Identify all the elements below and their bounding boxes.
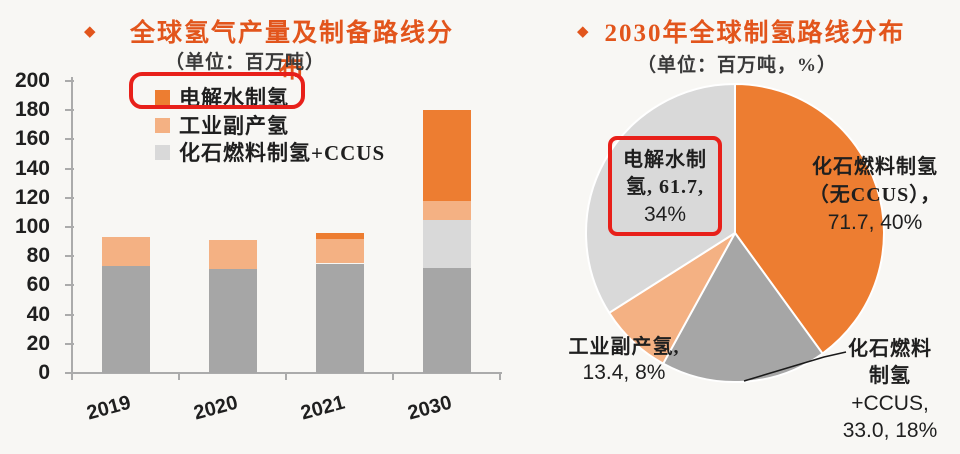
y-axis-tick — [65, 313, 74, 316]
pie-leader-line — [743, 351, 847, 382]
pie-label-line: 氢, 61.7, — [626, 176, 704, 198]
bar-segment-2019 — [101, 237, 150, 267]
pie-label-line: 71.7, 40% — [827, 211, 923, 234]
pie-label-electrolysis-highlighted: 电解水制氢, 61.7, 34% — [608, 136, 722, 236]
bar-chart-subtitle: （单位：百万吨） — [164, 52, 325, 73]
y-axis-tick-label: 120 — [14, 185, 50, 209]
bar-segment-2020 — [208, 269, 257, 373]
pie-label-line: 化石燃料制氢 — [812, 156, 938, 178]
bar-chart-title: 全球氢气产量及制备路线分布 — [129, 20, 454, 83]
legend-swatch-fossil-ccus — [155, 144, 170, 160]
pie-label-fossil-no-ccus: 化石燃料制氢 （无CCUS）， 71.7, 40% — [771, 153, 960, 237]
y-axis-tick — [65, 167, 74, 170]
bullet-diamond-icon: ◆ — [577, 24, 589, 40]
y-axis-tick — [65, 284, 74, 287]
y-axis-tick — [65, 372, 74, 374]
pie-label-byproduct: 工业副产氢, 13.4, 8% — [552, 334, 696, 386]
y-axis-tick-label: 160 — [14, 127, 50, 151]
x-axis-tick — [392, 373, 394, 380]
pie-slice — [734, 83, 885, 355]
pie-label-line: 制氢 — [869, 365, 911, 387]
x-axis-tick — [285, 373, 287, 380]
bar-segment-2021 — [315, 232, 364, 239]
y-axis-tick — [65, 342, 74, 345]
y-axis-tick-label: 140 — [14, 156, 50, 180]
bar-segment-2030 — [422, 200, 471, 221]
pie-label-line: 34% — [643, 203, 687, 226]
legend-item-byproduct: 工业副产氢 — [155, 112, 289, 138]
y-axis-tick-label: 100 — [14, 215, 50, 238]
x-axis-category-label: 2019 — [84, 391, 133, 425]
y-axis-tick-label: 80 — [26, 244, 50, 268]
pie-label-line: 电解水制 — [623, 149, 707, 171]
pie-slice — [585, 83, 736, 314]
y-axis-tick — [65, 109, 74, 112]
bar-segment-2030 — [422, 268, 471, 373]
pie-chart-subtitle: （单位：百万吨，%） — [637, 55, 838, 76]
pie-chart-title: 2030年全球制氢路线分布 — [604, 20, 906, 47]
y-axis-tick — [65, 80, 74, 82]
bar-segment-2021 — [315, 238, 364, 264]
pie-label-line: 工业副产氢, — [568, 336, 680, 358]
pie-label-line: 33.0, 18% — [842, 419, 938, 442]
pie-label-line: 13.4, 8% — [582, 361, 666, 384]
x-axis-tick — [499, 373, 501, 380]
x-axis-category-label: 2021 — [298, 391, 347, 425]
x-axis-category-label: 2030 — [405, 391, 454, 425]
pie-label-line: （无CCUS）， — [808, 184, 942, 206]
y-axis-line — [71, 77, 73, 379]
y-axis-tick-label: 40 — [26, 302, 50, 326]
y-axis-tick — [65, 138, 74, 141]
legend-highlight-box — [129, 72, 305, 109]
pie-label-line: +CCUS, — [851, 392, 929, 415]
legend-swatch-byproduct — [155, 117, 170, 133]
legend-label-electrolysis: 电解水制氢 — [179, 86, 289, 110]
y-axis-tick-label: 0 — [38, 361, 50, 384]
pie-slice — [662, 232, 824, 383]
x-axis-tick — [71, 373, 73, 380]
bar-segment-2019 — [101, 266, 150, 373]
bullet-diamond-icon: ◆ — [84, 24, 96, 40]
legend-item-electrolysis: 电解水制氢 — [155, 84, 289, 110]
y-axis-tick-label: 200 — [14, 69, 50, 92]
bar-segment-2030 — [422, 110, 471, 201]
y-axis-tick — [65, 255, 74, 258]
legend-item-fossil-ccus: 化石燃料制氢+CCUS — [155, 139, 385, 165]
legend-swatch-electrolysis — [155, 89, 170, 105]
bar-segment-2020 — [208, 240, 257, 270]
y-axis-tick-label: 20 — [26, 331, 50, 355]
legend-label-byproduct: 工业副产氢 — [179, 114, 289, 138]
pie-label-fossil-ccus: 化石燃料制氢 +CCUS, 33.0, 18% — [810, 336, 960, 444]
y-axis-tick — [65, 196, 74, 199]
y-axis-tick-label: 60 — [26, 273, 50, 297]
pie-label-line: 化石燃料 — [848, 338, 932, 360]
bar-segment-2021 — [315, 263, 364, 373]
x-axis-category-label: 2020 — [191, 391, 240, 425]
legend-label-fossil-ccus: 化石燃料制氢+CCUS — [179, 141, 386, 165]
x-axis-tick — [178, 373, 180, 380]
x-axis-line — [72, 372, 502, 374]
y-axis-tick-label: 180 — [14, 98, 50, 122]
y-axis-tick — [65, 226, 74, 228]
bar-segment-2030 — [422, 220, 471, 269]
pie-slice — [608, 232, 736, 365]
